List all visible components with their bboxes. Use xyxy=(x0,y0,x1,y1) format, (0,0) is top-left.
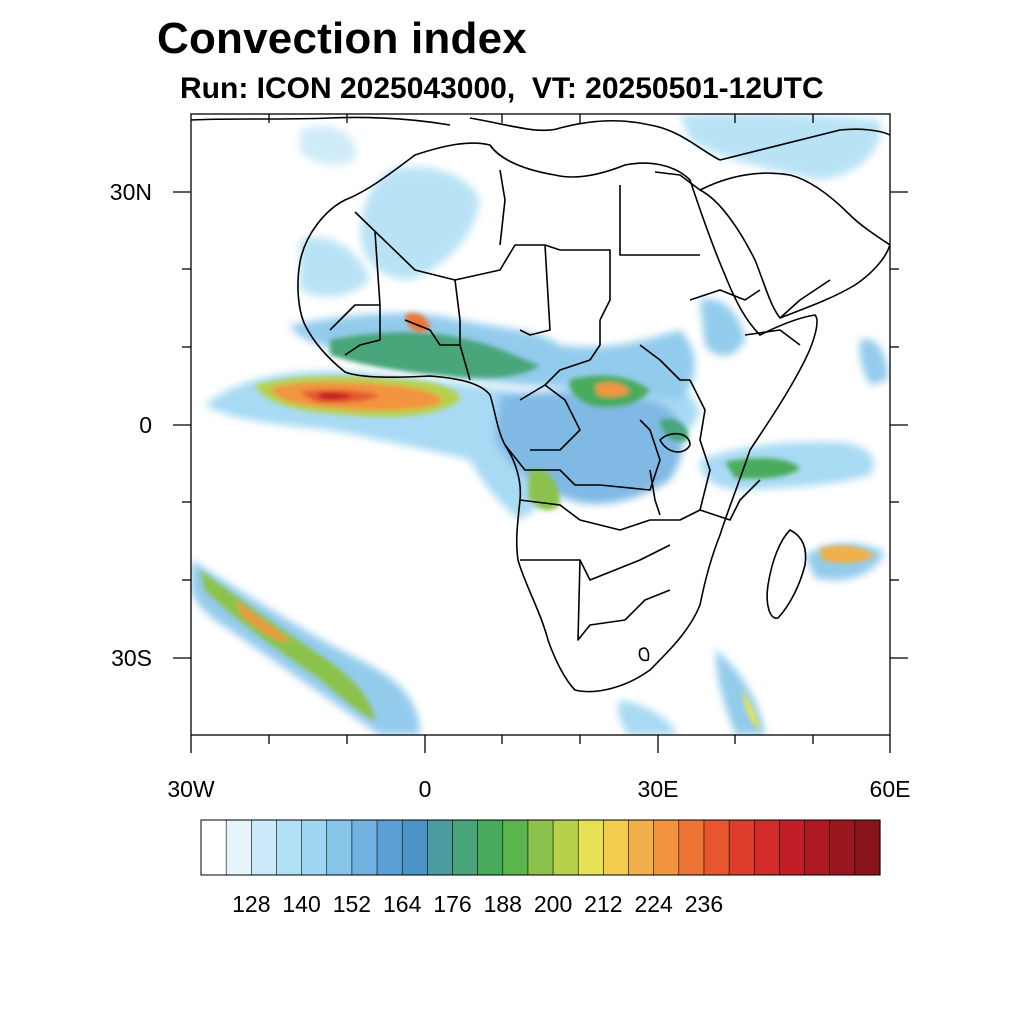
colorbar-swatch xyxy=(552,819,579,876)
colorbar-swatch xyxy=(502,819,529,876)
colorbar-swatch xyxy=(326,819,353,876)
colorbar-label: 188 xyxy=(484,891,522,917)
colorbar-swatch xyxy=(577,819,604,876)
colorbar-label: 152 xyxy=(333,891,371,917)
colorbar-label: 176 xyxy=(433,891,471,917)
lat-label-30s: 30S xyxy=(111,645,152,671)
colorbar-swatch xyxy=(351,819,378,876)
lon-label-30w: 30W xyxy=(167,776,215,802)
colorbar-swatch xyxy=(854,819,881,876)
colorbar-swatch xyxy=(779,819,806,876)
colorbar-frame xyxy=(200,819,881,876)
colorbar-swatch xyxy=(678,819,705,876)
chart-subtitle: Run: ICON 2025043000, VT: 20250501-12UTC xyxy=(180,72,824,105)
colorbar-swatch xyxy=(603,819,630,876)
colorbar-swatch xyxy=(276,819,303,876)
axis-ticks xyxy=(173,114,908,753)
lon-label-30e: 30E xyxy=(638,776,679,802)
colorbar-swatch xyxy=(628,819,655,876)
colorbar-swatch xyxy=(527,819,554,876)
colorbar-swatch xyxy=(703,819,730,876)
colorbar-label: 224 xyxy=(634,891,673,917)
colorbar-swatch xyxy=(829,819,856,876)
lat-label-30n: 30N xyxy=(110,179,152,205)
lon-label-0: 0 xyxy=(419,776,432,802)
colorbar-swatch xyxy=(251,819,278,876)
colorbar-swatch xyxy=(301,819,328,876)
colorbar-label: 212 xyxy=(584,891,622,917)
coastlines-borders xyxy=(191,116,890,693)
colorbar-swatch xyxy=(452,819,479,876)
colorbar-label: 140 xyxy=(282,891,320,917)
lon-label-60e: 60E xyxy=(870,776,911,802)
colorbar-label: 128 xyxy=(232,891,270,917)
colorbar-swatch xyxy=(753,819,781,876)
colorbar-label: 164 xyxy=(383,891,422,917)
lat-label-0: 0 xyxy=(139,412,152,438)
colorbar-swatch xyxy=(477,819,504,876)
colorbar-swatch xyxy=(225,819,252,876)
colorbar-swatch xyxy=(401,819,428,876)
colorbar-swatch xyxy=(728,819,755,876)
colorbar-labels: 128 140 152 164 176 188 200 212 224 236 xyxy=(232,891,723,917)
colorbar-label: 236 xyxy=(685,891,723,917)
colorbar-swatch xyxy=(804,819,831,876)
colorbar xyxy=(200,819,881,876)
colorbar-swatch xyxy=(427,819,454,876)
colorbar-swatch xyxy=(200,819,227,876)
colorbar-swatch xyxy=(376,819,403,876)
colorbar-swatch xyxy=(653,819,680,876)
convection-field xyxy=(191,114,888,735)
colorbar-label: 200 xyxy=(534,891,572,917)
chart-title: Convection index xyxy=(157,14,527,63)
